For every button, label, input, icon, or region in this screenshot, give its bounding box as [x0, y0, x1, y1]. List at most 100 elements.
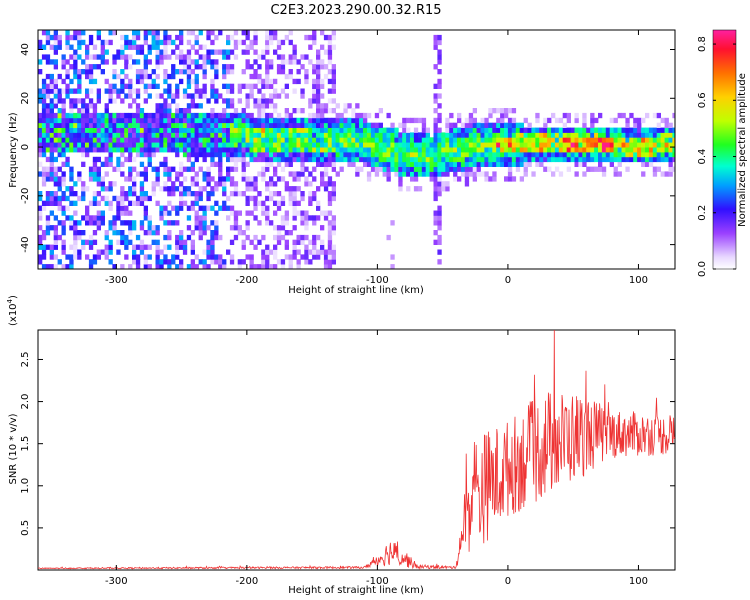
spectrogram-cell — [163, 127, 168, 133]
spectrogram-cell — [143, 112, 148, 119]
spectrogram-cell — [143, 69, 148, 75]
spectrogram-cell — [312, 195, 317, 202]
spectrogram-cell — [104, 103, 109, 109]
spectrogram-cell — [45, 220, 51, 226]
spectrogram-cell — [331, 83, 336, 89]
spectrogram-cell — [296, 117, 301, 124]
spectrogram-cell — [151, 127, 156, 133]
spectrogram-cell — [124, 122, 129, 128]
spectrogram-cell — [410, 132, 415, 138]
spectrogram-cell — [194, 83, 199, 89]
spectrogram-cell — [214, 98, 219, 104]
spectrogram-cell — [476, 166, 481, 172]
spectrogram-cell — [582, 137, 587, 143]
spectrogram-cell — [214, 64, 219, 70]
spectrogram-cell — [210, 30, 215, 36]
spectrogram-cell — [484, 176, 489, 182]
spectrogram-cell — [53, 181, 58, 187]
spectrogram-cell — [218, 147, 223, 153]
spectrogram-cell — [57, 39, 62, 46]
spectrogram-cell — [437, 215, 442, 221]
spectrogram-cell — [523, 151, 528, 158]
spectrogram-cell — [402, 151, 407, 158]
spectrogram-cell — [45, 59, 51, 65]
spectrogram-cell — [194, 191, 199, 197]
spectrogram-cell — [167, 137, 172, 143]
spectrogram-cell — [316, 215, 321, 221]
spectrogram-cell — [269, 39, 274, 46]
spectrogram-cell — [347, 117, 352, 124]
spectrogram-cell — [124, 59, 129, 65]
spectrogram-cell — [226, 98, 231, 104]
spectrogram-cell — [38, 39, 43, 46]
spectrogram-cell — [366, 127, 372, 133]
spectrogram-cell — [81, 195, 86, 202]
spectrogram-cell — [38, 59, 43, 65]
spectrogram-cell — [276, 205, 282, 211]
spectrogram-cell — [269, 59, 274, 65]
spectrogram-cell — [198, 225, 203, 231]
spectrogram-cell — [570, 151, 575, 158]
spectrogram-cell — [241, 191, 246, 197]
spectrogram-cell — [241, 112, 246, 119]
spectrogram-cell — [312, 30, 317, 36]
spectrogram-cell — [245, 225, 250, 231]
spectrogram-cell — [57, 205, 62, 211]
spectrogram-cell — [406, 171, 411, 177]
spectrogram-cell — [327, 210, 333, 216]
spectrogram-cell — [625, 151, 630, 158]
spectrogram-cell — [38, 191, 43, 197]
spectrogram-cell — [386, 147, 391, 153]
spectrogram-cell — [276, 44, 282, 50]
spectrogram-cell — [425, 142, 430, 148]
spectrogram-cell — [179, 122, 184, 128]
spectrogram-cell — [543, 142, 548, 148]
spectrogram-cell — [437, 142, 442, 148]
spectrogram-cell — [543, 132, 548, 138]
spectrogram-cell — [85, 108, 90, 114]
spectrogram-cell — [73, 88, 78, 94]
spectrogram-cell — [374, 171, 380, 177]
spectrogram-cell — [202, 137, 207, 143]
spectrogram-cell — [124, 220, 129, 226]
spectrogram-cell — [202, 220, 207, 226]
spectrogram-cell — [253, 98, 258, 104]
spectrogram-cell — [594, 127, 599, 133]
spectrogram-cell — [163, 34, 168, 41]
spectrogram-cell — [343, 132, 348, 138]
spectrogram-cell — [621, 112, 626, 119]
spectrogram-cell — [621, 132, 626, 138]
spectrogram-cell — [186, 49, 192, 55]
spectrogram-cell — [69, 98, 74, 104]
spectrogram-cell — [265, 220, 270, 226]
spectrogram-cell — [108, 156, 113, 163]
spectrogram-cell — [292, 132, 297, 138]
spectrogram-cell — [316, 161, 321, 167]
spectrogram-cell — [128, 200, 133, 206]
spectrogram-cell — [69, 244, 74, 250]
spectrogram-cell — [73, 49, 78, 55]
spectrogram-cell — [316, 64, 321, 70]
spectrogram-cell — [49, 147, 54, 153]
spectrogram-cell — [598, 156, 603, 163]
spectrogram-cell — [598, 132, 603, 138]
spectrogram-cell — [562, 132, 567, 138]
spectrogram-cell — [186, 39, 192, 46]
spectrogram-cell — [190, 249, 195, 255]
spectrogram-cell — [229, 64, 235, 70]
spectrogram-cell — [104, 142, 109, 148]
spectrogram-y-label: Frequency (Hz) — [8, 112, 19, 188]
spectrogram-cell — [312, 191, 317, 197]
spectrogram-cell — [445, 122, 450, 128]
spectrogram-cell — [132, 132, 137, 138]
spectrogram-cell — [49, 195, 54, 202]
spectrogram-cell — [284, 156, 289, 163]
spectrogram-cell — [582, 151, 587, 158]
spectrogram-cell — [320, 103, 325, 109]
spectrogram-cell — [163, 205, 168, 211]
spectrogram-cell — [65, 73, 70, 80]
spectrogram-cell — [202, 83, 207, 89]
spectrogram-cell — [135, 117, 141, 124]
spectrogram-cell — [49, 191, 54, 197]
spectrogram-cell — [69, 78, 74, 85]
